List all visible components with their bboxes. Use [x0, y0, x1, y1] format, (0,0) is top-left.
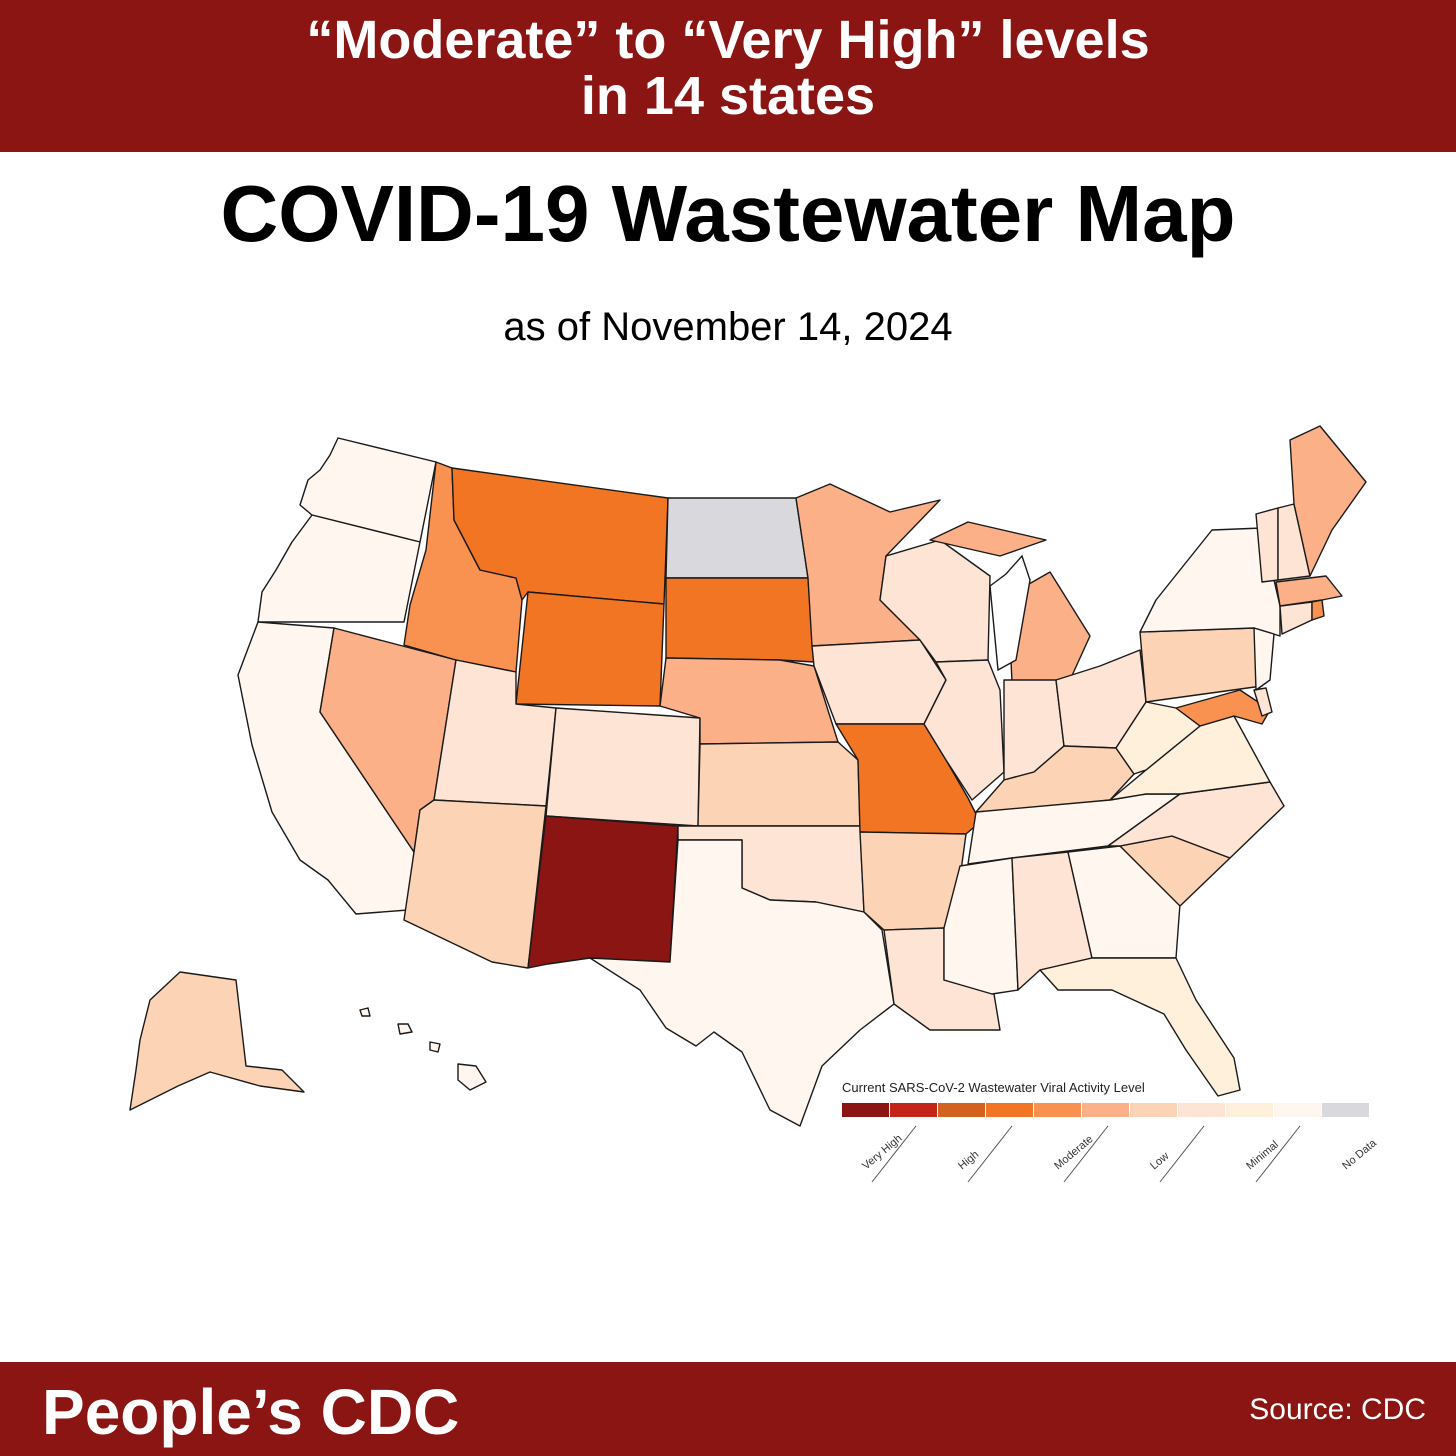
state-kansas [697, 741, 861, 827]
lake-michigan [989, 554, 1031, 672]
brand-logo-text: People’s CDC [42, 1376, 460, 1448]
legend-swatch-minimal-1 [1226, 1103, 1273, 1117]
state-pennsylvania [1139, 627, 1263, 703]
state-florida [1039, 957, 1241, 1097]
legend-divider [1255, 1125, 1301, 1183]
banner-headline-line-2: in 14 states [580, 66, 876, 126]
legend-labels: Very High High Moderate Low Minimal No Data [860, 1125, 1380, 1183]
state-alaska [129, 971, 305, 1111]
banner-headline-line-1: “Moderate” to “Very High” levels [306, 10, 1150, 70]
legend-divider [1063, 1125, 1109, 1183]
state-texas [589, 839, 895, 1127]
state-washington [299, 437, 437, 543]
legend-label: High [956, 1149, 981, 1173]
state-colorado [545, 707, 701, 827]
legend-swatch-high-1 [938, 1103, 985, 1117]
legend-title: Current SARS-CoV-2 Wastewater Viral Acti… [842, 1080, 1145, 1095]
state-massachusetts [1275, 575, 1343, 607]
legend-swatch-no-data [1322, 1103, 1369, 1117]
top-banner: “Moderate” to “Very High” levels in 14 s… [0, 0, 1456, 152]
state-illinois [923, 659, 1005, 801]
state-new-jersey [1253, 627, 1275, 691]
state-new-york [1139, 527, 1281, 637]
state-north-dakota [665, 497, 809, 579]
state-delaware [1253, 687, 1273, 717]
legend: Current SARS-CoV-2 Wastewater Viral Acti… [842, 1080, 1380, 1183]
legend-divider [1159, 1125, 1205, 1183]
state-rhode-island [1311, 599, 1325, 621]
legend-swatch-very-high-2 [890, 1103, 937, 1117]
state-maine [1289, 425, 1367, 577]
state-iowa [811, 639, 947, 725]
source-credit: Source: CDC [1249, 1393, 1426, 1426]
state-new-mexico [527, 815, 679, 969]
bottom-banner: People’s CDC Source: CDC [0, 1362, 1456, 1456]
us-map: Current SARS-CoV-2 Wastewater Viral Acti… [0, 400, 1456, 1260]
state-hawaii [359, 1007, 487, 1091]
legend-swatch-low-1 [1130, 1103, 1177, 1117]
legend-label: Minimal [1244, 1139, 1281, 1173]
legend-swatch-moderate-1 [1034, 1103, 1081, 1117]
state-south-dakota [665, 577, 815, 663]
legend-swatch-high-2 [986, 1103, 1033, 1117]
state-connecticut [1279, 601, 1313, 635]
legend-swatch-very-high-1 [842, 1103, 889, 1117]
state-oregon [257, 514, 421, 623]
us-map-svg: Current SARS-CoV-2 Wastewater Viral Acti… [129, 425, 1380, 1183]
state-arizona [403, 799, 547, 969]
legend-swatch-low-2 [1178, 1103, 1225, 1117]
legend-swatch-minimal-2 [1274, 1103, 1321, 1117]
state-shapes [129, 425, 1367, 1127]
legend-divider [967, 1125, 1013, 1183]
legend-swatch-moderate-2 [1082, 1103, 1129, 1117]
legend-label: Low [1148, 1150, 1171, 1172]
map-title: COVID-19 Wastewater Map [220, 169, 1236, 258]
state-maryland [1175, 689, 1271, 727]
legend-label: No Data [1340, 1137, 1379, 1173]
map-date: as of November 14, 2024 [503, 305, 953, 349]
legend-divider [871, 1125, 917, 1183]
state-wyoming [515, 591, 665, 707]
state-georgia [1067, 845, 1181, 959]
legend-swatches [842, 1103, 1369, 1117]
legend-label: Very High [860, 1132, 904, 1172]
legend-label: Moderate [1052, 1133, 1095, 1172]
